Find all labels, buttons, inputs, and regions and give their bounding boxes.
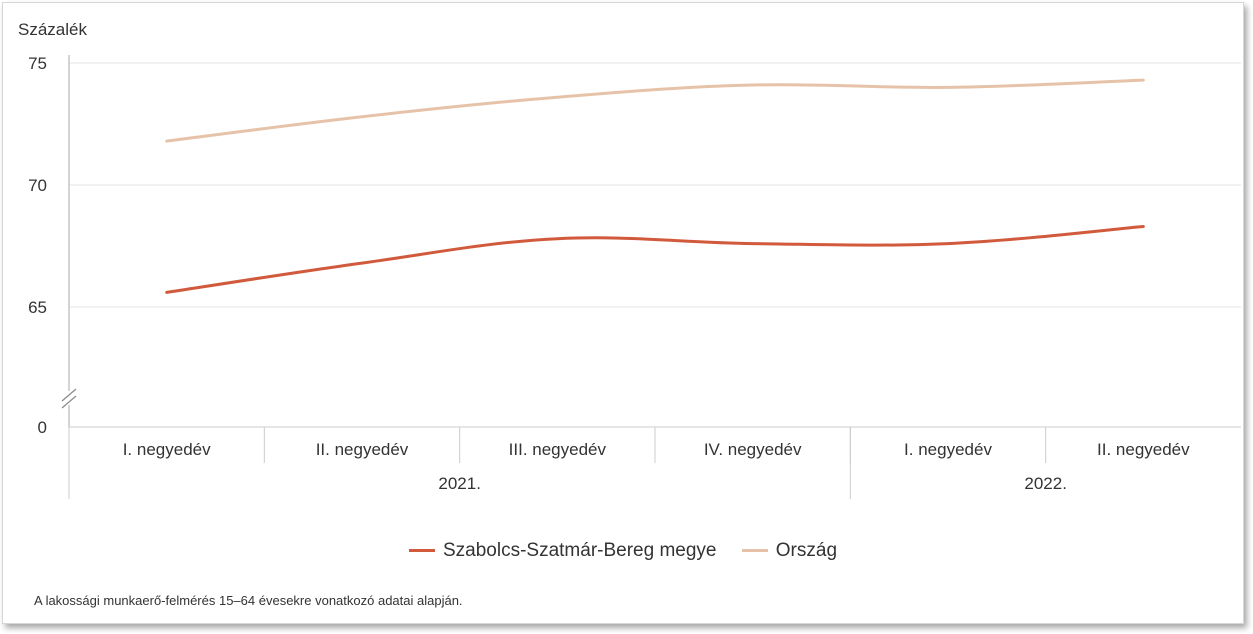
legend-item-orszag: Ország: [741, 539, 838, 562]
legend: Szabolcs-Szatmár-Bereg megye Ország: [3, 536, 1243, 562]
series-line-orszag[interactable]: [165, 78, 1145, 143]
x-tick-label: II. negyedév: [1097, 440, 1190, 459]
y-tick-label: 70: [28, 176, 47, 195]
x-tick-label: IV. negyedév: [704, 440, 802, 459]
x-tick-label: I. negyedév: [904, 440, 992, 459]
y-tick-label: 0: [38, 418, 47, 437]
x-tick-label: III. negyedév: [509, 440, 607, 459]
x-group-label: 2021.: [438, 474, 481, 493]
chart-frame: Százalék 0 65 70 75 I. negyedév II. negyedév…: [2, 2, 1244, 624]
axis-break-mark: [61, 388, 77, 402]
legend-label-orszag: Ország: [775, 539, 838, 561]
y-tick-label: 65: [28, 298, 47, 317]
series-lines: [165, 78, 1145, 294]
x-tick-label: I. negyedév: [123, 440, 211, 459]
x-axis-labels: I. negyedév II. negyedév III. negyedév IV. …: [68, 427, 1190, 499]
legend-swatch-megye: [408, 549, 435, 552]
y-axis-title: Százalék: [18, 20, 87, 39]
legend-item-megye: Szabolcs-Szatmár-Bereg megye: [408, 539, 717, 562]
line-chart: Százalék 0 65 70 75 I. negyedév II. negyedév…: [18, 20, 1241, 499]
legend-label-megye: Szabolcs-Szatmár-Bereg megye: [442, 539, 717, 561]
axes: 0 65 70 75: [28, 54, 1241, 437]
legend-swatch-orszag: [741, 549, 768, 552]
gridlines: [69, 62, 1241, 308]
footnote: A lakossági munkaerő-felmérés 15–64 éves…: [34, 593, 463, 608]
x-tick-label: II. negyedév: [316, 440, 409, 459]
y-tick-label: 75: [28, 54, 47, 73]
x-group-label: 2022.: [1024, 474, 1067, 493]
axis-break-mark: [61, 395, 77, 409]
series-line-megye[interactable]: [165, 225, 1145, 294]
